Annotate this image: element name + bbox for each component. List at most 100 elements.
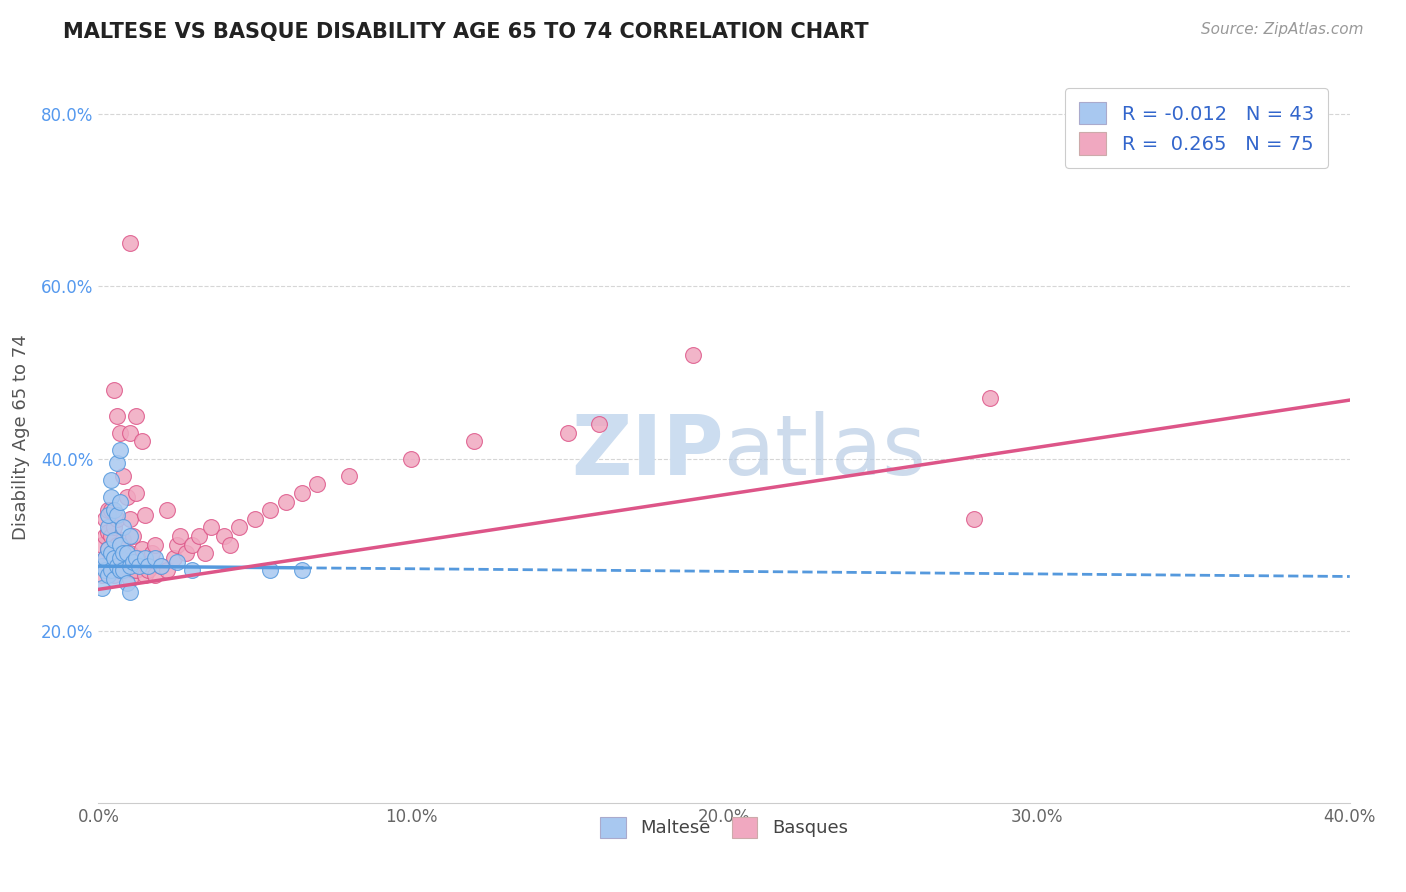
Text: MALTESE VS BASQUE DISABILITY AGE 65 TO 74 CORRELATION CHART: MALTESE VS BASQUE DISABILITY AGE 65 TO 7… [63,22,869,42]
Text: ZIP: ZIP [572,411,724,492]
Point [110,564,132,578]
Point [228,520,250,534]
Point [169,529,191,543]
Point [112,533,135,548]
Point [100,550,122,565]
Point [112,559,135,574]
Point [134,508,156,522]
Point [97,524,120,539]
Text: Source: ZipAtlas.com: Source: ZipAtlas.com [1201,22,1364,37]
Point [682,348,704,362]
Legend: Maltese, Basques: Maltese, Basques [593,810,855,845]
Point [103,572,125,586]
Point [138,564,160,578]
Point [115,546,138,560]
Point [118,559,141,574]
Point [143,567,166,582]
Point [103,383,125,397]
Point [97,567,120,582]
Point [90,559,112,574]
Point [181,538,204,552]
Point [194,546,217,560]
Point [174,546,197,560]
Point [97,503,120,517]
Point [143,538,166,552]
Point [103,520,125,534]
Point [121,555,143,569]
Point [105,409,128,423]
Point [93,550,115,565]
Point [963,512,986,526]
Point [112,520,135,534]
Point [105,512,128,526]
Point [110,541,132,556]
Point [105,456,128,470]
Point [259,503,281,517]
Point [291,564,314,578]
Point [166,555,188,569]
Point [110,425,132,440]
Point [110,538,132,552]
Point [979,392,1001,406]
Point [118,572,141,586]
Point [166,538,188,552]
Point [100,564,122,578]
Point [125,409,148,423]
Point [156,503,179,517]
Point [103,567,125,582]
Point [93,512,115,526]
Point [93,550,115,565]
Point [121,564,143,578]
Point [97,541,120,556]
Point [118,585,141,599]
Point [181,564,204,578]
Point [118,546,141,560]
Point [105,564,128,578]
Point [125,550,148,565]
Point [105,508,128,522]
Point [105,559,128,574]
Point [125,486,148,500]
Point [100,564,122,578]
Point [93,529,115,543]
Point [115,555,138,569]
Point [588,417,610,432]
Point [162,550,184,565]
Point [103,546,125,560]
Y-axis label: Disability Age 65 to 74: Disability Age 65 to 74 [11,334,30,540]
Point [218,538,240,552]
Point [115,576,138,591]
Point [401,451,423,466]
Point [134,550,156,565]
Point [150,559,173,574]
Point [100,503,122,517]
Point [97,541,120,556]
Point [141,546,163,560]
Point [90,581,112,595]
Point [138,559,160,574]
Point [118,236,141,251]
Point [156,564,179,578]
Point [274,494,298,508]
Point [112,546,135,560]
Point [212,529,235,543]
Point [90,538,112,552]
Point [337,468,360,483]
Text: atlas: atlas [724,411,925,492]
Point [143,550,166,565]
Point [150,559,173,574]
Point [128,550,150,565]
Point [118,512,141,526]
Point [110,442,132,457]
Point [105,538,128,552]
Point [131,434,153,449]
Point [97,520,120,534]
Point [128,559,150,574]
Point [110,564,132,578]
Point [125,564,148,578]
Point [103,550,125,565]
Point [112,468,135,483]
Point [97,559,120,574]
Point [103,533,125,548]
Point [112,564,135,578]
